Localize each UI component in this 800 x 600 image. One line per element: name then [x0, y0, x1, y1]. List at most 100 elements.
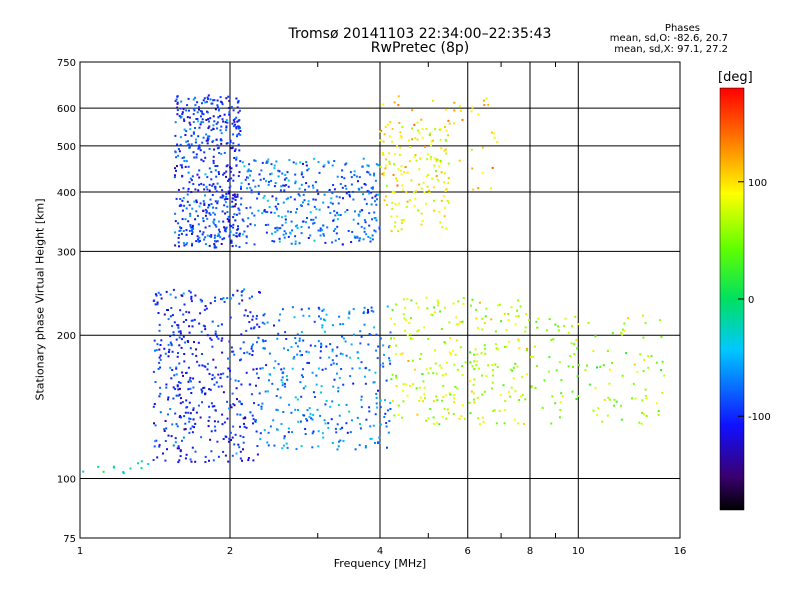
data-point: [231, 454, 234, 457]
data-point: [362, 193, 364, 196]
data-point: [249, 206, 252, 209]
data-point: [182, 242, 185, 245]
data-point: [518, 347, 521, 350]
data-point: [210, 129, 213, 132]
data-point: [397, 413, 400, 416]
data-point: [485, 307, 488, 310]
data-point: [215, 335, 218, 338]
data-point: [279, 396, 282, 399]
data-point: [223, 204, 226, 207]
data-point: [233, 118, 236, 121]
data-point: [660, 336, 663, 338]
data-point: [190, 191, 193, 193]
data-point: [272, 419, 275, 422]
data-point: [204, 226, 207, 229]
data-point: [205, 100, 208, 103]
data-point: [196, 101, 199, 104]
data-point: [297, 409, 299, 411]
data-point: [204, 392, 207, 395]
data-point: [313, 239, 316, 242]
data-point: [559, 401, 562, 404]
data-point: [250, 189, 253, 192]
data-point: [249, 311, 252, 314]
data-point: [171, 369, 174, 371]
data-point: [300, 374, 303, 377]
data-point: [209, 117, 212, 120]
data-point: [224, 121, 227, 124]
data-point: [184, 134, 187, 136]
data-point: [234, 148, 237, 151]
data-point: [238, 149, 241, 152]
data-point: [330, 197, 333, 200]
data-point: [183, 156, 186, 159]
data-point: [344, 163, 347, 166]
data-point: [382, 140, 385, 143]
data-point: [469, 412, 472, 415]
data-point: [422, 400, 424, 403]
data-point: [112, 465, 115, 468]
data-point: [184, 165, 187, 168]
data-point: [212, 99, 215, 102]
data-point: [320, 346, 322, 349]
data-point: [218, 228, 220, 231]
data-point: [641, 399, 644, 402]
data-point: [190, 134, 193, 137]
data-point: [242, 417, 245, 420]
data-point: [304, 433, 307, 435]
data-point: [233, 443, 236, 446]
data-point: [191, 431, 194, 434]
data-point: [401, 184, 404, 187]
data-point: [273, 366, 276, 369]
data-point: [360, 395, 363, 398]
data-point: [222, 173, 225, 176]
data-point: [313, 157, 316, 160]
data-point: [278, 227, 281, 230]
data-point: [177, 461, 180, 464]
data-point: [366, 189, 369, 192]
data-point: [256, 453, 259, 456]
data-point: [313, 205, 316, 208]
data-point: [177, 381, 180, 384]
data-point: [198, 322, 201, 325]
data-point: [394, 221, 397, 224]
data-point: [200, 182, 203, 185]
data-point: [317, 367, 320, 370]
data-point: [215, 246, 218, 249]
data-point: [348, 410, 351, 413]
data-point: [229, 404, 232, 407]
data-point: [250, 345, 253, 348]
data-point: [353, 333, 355, 336]
data-point: [239, 130, 242, 132]
data-point: [211, 194, 214, 196]
data-point: [183, 204, 186, 207]
data-point: [377, 345, 380, 348]
data-point: [171, 325, 174, 328]
data-point: [494, 343, 497, 346]
data-point: [176, 106, 179, 109]
data-point: [363, 230, 366, 233]
data-point: [229, 170, 232, 173]
data-point: [273, 444, 276, 447]
data-point: [235, 156, 238, 159]
data-point: [443, 341, 446, 344]
data-point: [250, 327, 253, 330]
data-point: [190, 295, 193, 298]
data-point: [491, 364, 494, 366]
data-point: [280, 185, 283, 188]
data-point: [298, 339, 301, 342]
data-point: [187, 388, 190, 391]
data-point: [253, 214, 256, 217]
data-point: [356, 351, 359, 354]
data-point: [233, 195, 236, 198]
data-point: [377, 440, 379, 443]
data-point: [302, 339, 305, 342]
data-point: [285, 184, 288, 186]
data-point: [441, 374, 444, 377]
data-point: [182, 196, 185, 199]
data-point: [201, 141, 204, 144]
data-point: [278, 170, 281, 173]
data-point: [268, 206, 271, 208]
data-point: [294, 180, 297, 183]
data-point: [258, 325, 261, 328]
data-point: [239, 450, 242, 453]
